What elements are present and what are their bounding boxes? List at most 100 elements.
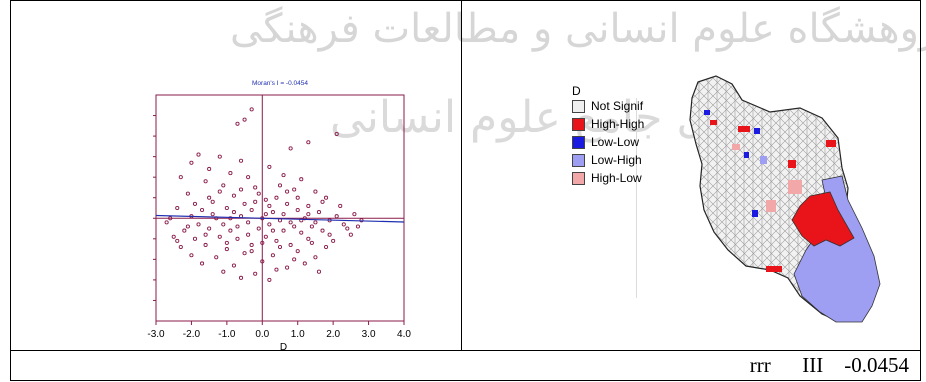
lisa-cluster-map — [470, 60, 910, 345]
data-point — [324, 195, 329, 200]
data-point — [313, 255, 318, 260]
data-point — [348, 232, 353, 237]
data-point — [320, 199, 325, 204]
data-point — [200, 261, 205, 266]
data-point — [306, 236, 311, 241]
data-point — [256, 226, 261, 231]
column-divider — [461, 0, 462, 351]
data-point — [345, 226, 350, 231]
data-point — [192, 236, 198, 241]
data-point — [235, 121, 240, 126]
low-low-cluster — [754, 128, 760, 134]
data-point — [246, 175, 251, 180]
data-point — [281, 212, 286, 217]
data-point — [267, 203, 272, 208]
low-low-cluster — [704, 110, 710, 115]
data-point — [221, 183, 226, 188]
data-point — [292, 257, 297, 262]
data-point — [274, 267, 279, 272]
data-point — [299, 177, 304, 182]
data-point — [295, 208, 300, 213]
data-point — [277, 244, 283, 250]
data-point — [224, 205, 229, 211]
high-high-cluster — [788, 160, 796, 168]
data-point — [238, 158, 244, 163]
data-point — [214, 255, 219, 260]
data-point — [263, 212, 268, 217]
data-point — [288, 242, 293, 248]
data-point — [228, 228, 233, 233]
x-tick-label: 1.0 — [291, 329, 305, 340]
x-tick-label: 3.0 — [362, 329, 376, 340]
data-point — [260, 240, 265, 245]
watermark-text: پژوهشگاه علوم انسانی و مطالعات فرهنگی — [230, 6, 926, 52]
data-point — [249, 249, 254, 254]
data-point — [178, 175, 183, 180]
legend-swatch — [572, 118, 585, 132]
x-tick-label: -1.0 — [218, 329, 236, 340]
data-point — [242, 201, 247, 206]
data-point — [224, 240, 229, 245]
data-point — [200, 208, 205, 213]
data-point — [320, 228, 325, 233]
high-low-cluster — [732, 144, 740, 150]
data-point — [292, 187, 297, 192]
data-point — [288, 146, 293, 151]
high-low-cluster — [788, 180, 802, 194]
data-point — [270, 253, 275, 258]
data-point — [207, 166, 212, 172]
data-point — [277, 183, 283, 188]
data-point — [242, 117, 247, 122]
data-point — [196, 152, 201, 157]
data-point — [313, 189, 318, 194]
data-point — [178, 244, 183, 250]
low-low-cluster — [752, 210, 758, 217]
data-point — [331, 238, 336, 243]
data-point — [217, 234, 222, 239]
data-point — [238, 275, 244, 280]
legend-swatch — [572, 172, 585, 186]
high-high-cluster — [766, 266, 782, 272]
table-border — [10, 0, 921, 381]
data-point — [295, 249, 300, 254]
data-point — [341, 222, 346, 227]
plot-frame — [155, 94, 405, 322]
data-point — [185, 224, 190, 229]
legend-swatch — [572, 154, 585, 168]
x-tick-label: -2.0 — [183, 329, 201, 340]
data-point — [175, 205, 180, 211]
data-point — [249, 107, 254, 112]
data-point — [288, 220, 293, 225]
data-point — [295, 195, 300, 200]
data-point — [228, 171, 233, 176]
x-tick-label: 4.0 — [397, 329, 411, 340]
data-point — [316, 269, 322, 274]
x-axis-label: D — [280, 342, 287, 353]
data-point — [249, 208, 254, 213]
data-point — [224, 247, 229, 252]
data-point — [281, 173, 286, 178]
legend-item-high-high: High-High — [572, 116, 644, 132]
data-point — [196, 222, 201, 227]
data-point — [203, 232, 208, 237]
low-low-cluster — [744, 152, 749, 158]
legend-item-not-significant: Not Signif — [572, 98, 643, 114]
data-point — [334, 214, 339, 219]
data-point — [267, 277, 272, 282]
data-point — [352, 212, 357, 217]
data-point — [260, 259, 265, 264]
legend-swatch — [572, 136, 585, 150]
data-point — [171, 234, 176, 239]
data-point — [231, 263, 236, 268]
data-point — [338, 203, 343, 208]
data-point — [164, 220, 169, 225]
data-point — [355, 224, 360, 229]
data-point — [299, 230, 304, 235]
legend-item-low-high: Low-High — [572, 152, 642, 168]
row-divider — [10, 350, 921, 351]
data-point — [189, 160, 194, 165]
data-point — [306, 140, 311, 145]
data-point — [231, 210, 236, 215]
data-point — [302, 261, 307, 266]
